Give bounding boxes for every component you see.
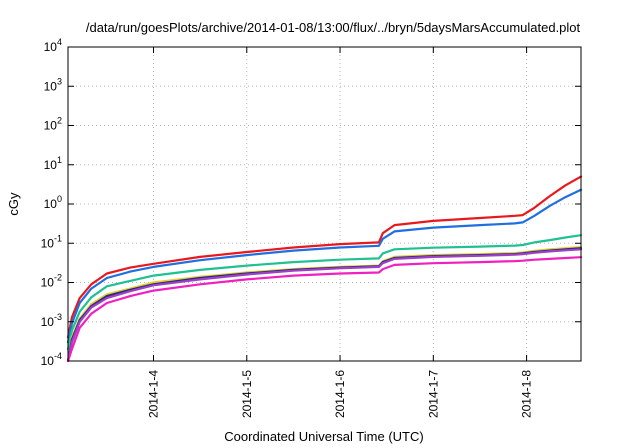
y-tick-label: 10-4 (41, 351, 62, 368)
y-tick-label: 10-1 (41, 233, 62, 250)
x-tick-label: 2014-1-5 (240, 370, 254, 418)
y-tick-label: 103 (44, 76, 62, 93)
y-tick-label: 102 (44, 116, 62, 133)
x-tick-label: 2014-1-4 (147, 370, 161, 418)
axis-ticks (68, 46, 581, 362)
y-tick-label: 104 (44, 37, 62, 54)
y-tick-label: 10-3 (41, 312, 62, 329)
y-tick-labels: 10-4 10-3 10-2 10-1 100 101 102 103 104 (41, 37, 62, 368)
y-tick-label: 10-2 (41, 273, 62, 290)
x-tick-label: 2014-1-7 (426, 370, 440, 418)
x-tick-label: 2014-1-8 (520, 370, 534, 418)
x-tick-label: 2014-1-6 (333, 370, 347, 418)
x-axis-label: Coordinated Universal Time (UTC) (224, 429, 423, 444)
series-line-7 (66, 256, 583, 363)
y-tick-label: 101 (44, 155, 62, 172)
chart-title: /data/run/goesPlots/archive/2014-01-08/1… (86, 20, 581, 35)
x-tick-labels: 2014-1-4 2014-1-5 2014-1-6 2014-1-7 2014-1-8 (147, 370, 534, 418)
y-axis-label: cGy (6, 192, 21, 216)
series-line-3 (66, 234, 583, 351)
grid-lines (68, 47, 581, 361)
series-line-1 (66, 175, 583, 339)
series-line-6 (66, 248, 583, 363)
series-line-2 (66, 188, 583, 344)
y-tick-label: 100 (44, 194, 62, 211)
series-layer (66, 175, 583, 363)
